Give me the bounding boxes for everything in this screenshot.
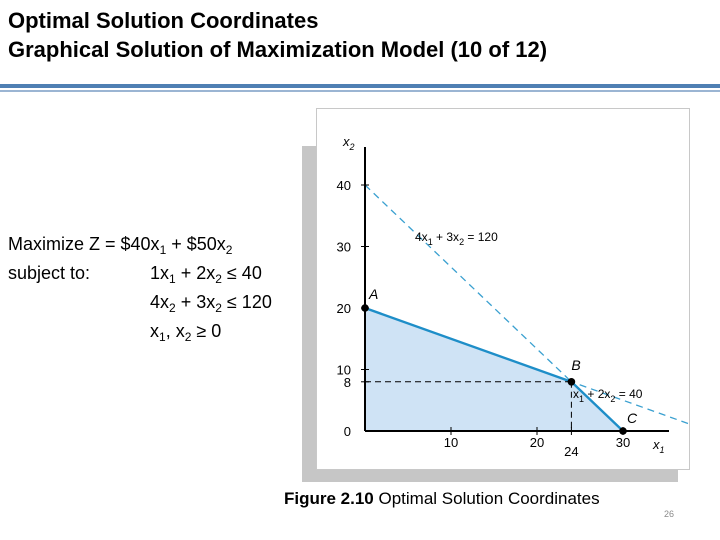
subject-to-label: subject to: bbox=[8, 263, 91, 283]
slide-title: Optimal Solution Coordinates Graphical S… bbox=[8, 6, 712, 64]
feasible-region bbox=[365, 308, 623, 431]
non-negativity-constraint: x1, x2 ≥ 0 bbox=[150, 321, 222, 344]
point-a bbox=[361, 304, 369, 312]
x-tick-label: 10 bbox=[444, 435, 458, 450]
x-axis-name: x1 bbox=[652, 437, 665, 455]
y-tick-label: 20 bbox=[337, 301, 351, 316]
point-b bbox=[567, 378, 576, 386]
y-axis-name: x2 bbox=[342, 134, 355, 152]
point-label-c: C bbox=[627, 410, 638, 426]
x-tick-label: 30 bbox=[616, 435, 630, 450]
constraint-label-c2: 4x1 + 3x2 = 120 bbox=[415, 230, 498, 247]
page-number: 26 bbox=[664, 509, 675, 519]
point-c bbox=[619, 427, 627, 435]
y-tick-label: 30 bbox=[337, 240, 351, 255]
y-tick-label: 10 bbox=[337, 363, 351, 378]
title-divider-thick bbox=[0, 84, 720, 88]
point-label-a: A bbox=[368, 286, 378, 302]
y-tick-label: 40 bbox=[337, 178, 351, 193]
x-tick-label: 24 bbox=[564, 444, 578, 459]
figure-caption: Figure 2.10 Optimal Solution Coordinates bbox=[284, 488, 694, 510]
y-tick-label: 8 bbox=[344, 375, 351, 390]
caption-text: Optimal Solution Coordinates bbox=[373, 489, 600, 508]
caption-figure-number: Figure 2.10 bbox=[284, 489, 374, 508]
title-divider-thin bbox=[0, 90, 720, 92]
constraint-2: 4x2 + 3x2 ≤ 120 bbox=[150, 292, 272, 315]
constraint-label-c1: x1 + 2x2 = 40 bbox=[573, 387, 643, 404]
x-tick-label: 20 bbox=[530, 435, 544, 450]
constraint-1: subject to: 1x1 + 2x2 ≤ 40 bbox=[8, 259, 308, 288]
slide-title-line-1: Optimal Solution Coordinates bbox=[8, 8, 319, 33]
lp-model: Maximize Z = $40x1 + $50x2 subject to: 1… bbox=[8, 230, 308, 346]
slide-title-line-2: Graphical Solution of Maximization Model… bbox=[8, 37, 548, 62]
point-label-b: B bbox=[571, 357, 580, 373]
y-tick-label: 0 bbox=[344, 424, 351, 439]
objective-function: Maximize Z = $40x1 + $50x2 bbox=[8, 234, 233, 257]
